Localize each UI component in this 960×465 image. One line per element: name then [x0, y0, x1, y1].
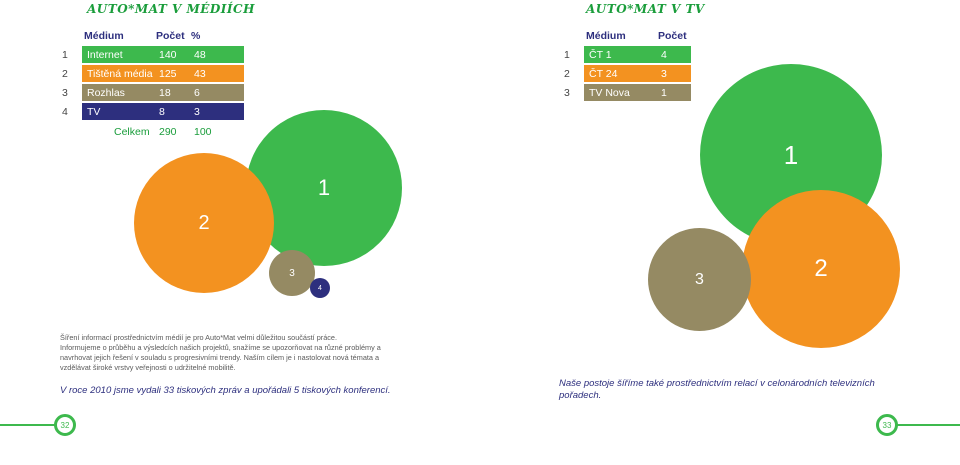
body-text: Šíření informací prostřednictvím médií j… — [60, 333, 410, 373]
bubble-print: 2 — [134, 153, 274, 293]
col-medium-header: Médium — [586, 30, 626, 42]
paragraph-details: Informujeme o průběhu a výsledcích našic… — [60, 343, 381, 372]
table-row: 1 ČT 1 4 — [559, 46, 691, 63]
table-row: 2 ČT 24 3 — [559, 65, 691, 82]
bubble-tv: 4 — [310, 278, 330, 298]
table-row: 3 Rozhlas 18 6 — [57, 84, 244, 101]
bubble-radio: 3 — [269, 250, 315, 296]
bubble-nova: 3 — [648, 228, 751, 331]
right-page-title: AUTO*MAT V TV — [586, 2, 705, 16]
col-count-header: Počet — [156, 30, 185, 42]
col-medium-header: Médium — [84, 30, 124, 42]
page-rule-left — [0, 424, 56, 426]
col-pct-header: % — [191, 30, 201, 42]
page-number-left: 32 — [54, 414, 76, 436]
page-rule-right — [896, 424, 960, 426]
col-count-header: Počet — [658, 30, 687, 42]
table-total-row: Celkem 290 100 — [57, 122, 244, 142]
press-highlight: V roce 2010 jsme vydali 33 tiskových zpr… — [60, 385, 391, 396]
tv-table: Médium Počet 1 ČT 1 4 2 ČT 24 3 3 TV Nov… — [559, 26, 691, 103]
table-row: 2 Tištěná média 125 43 — [57, 65, 244, 82]
left-page-title: AUTO*MAT V MÉDIÍCH — [87, 2, 255, 16]
table-header: Médium Počet — [559, 28, 691, 44]
table-row: 3 TV Nova 1 — [559, 84, 691, 101]
bubble-internet: 1 — [246, 110, 402, 266]
media-table: Médium Počet % 1 Internet 140 48 2 Tiště… — [57, 26, 244, 144]
table-row: 4 TV 8 3 — [57, 103, 244, 120]
table-row: 1 Internet 140 48 — [57, 46, 244, 63]
table-header: Médium Počet % — [57, 28, 244, 44]
bubble-ct24: 2 — [742, 190, 900, 348]
page-number-right: 33 — [876, 414, 898, 436]
tv-highlight: Naše postoje šíříme také prostřednictvím… — [559, 378, 875, 401]
paragraph-intro: Šíření informací prostřednictvím médií j… — [60, 333, 337, 342]
